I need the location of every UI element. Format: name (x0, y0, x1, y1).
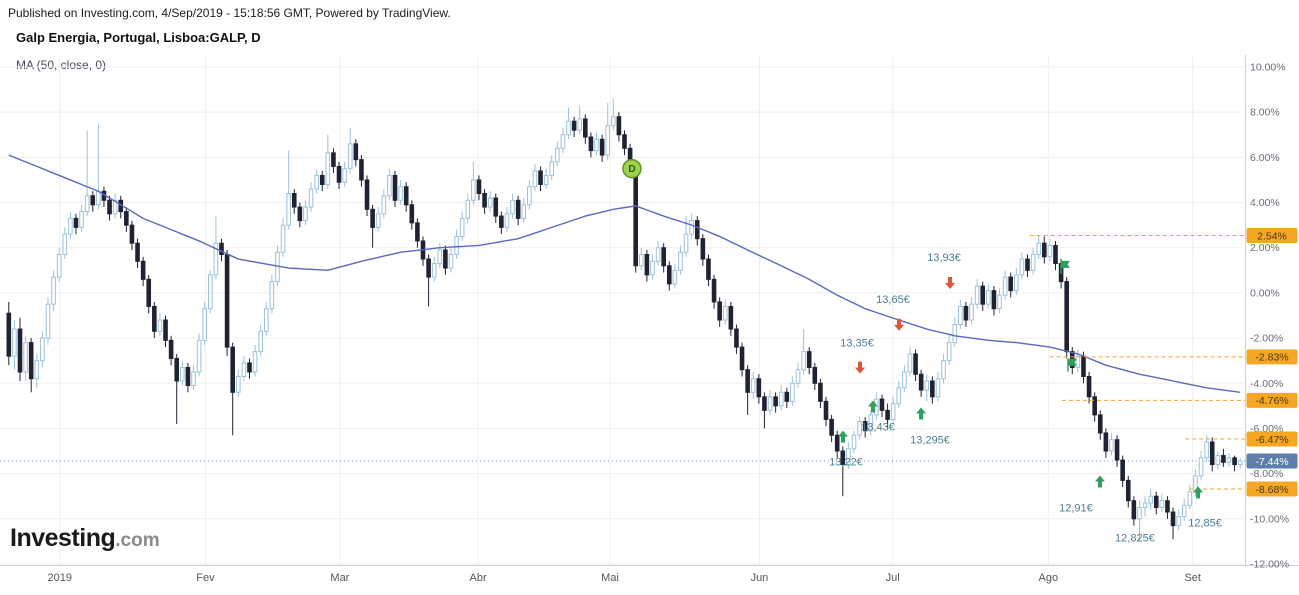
svg-text:4.00%: 4.00% (1250, 197, 1280, 209)
price-annotation: 12,825€ (1115, 532, 1155, 544)
axis-frame (0, 55, 1299, 566)
buy-arrow-icon (867, 400, 878, 413)
svg-text:Jul: Jul (886, 572, 900, 584)
svg-text:2019: 2019 (48, 572, 72, 584)
buy-arrow-icon (1193, 486, 1204, 499)
svg-text:2.54%: 2.54% (1257, 230, 1287, 242)
svg-text:2.00%: 2.00% (1250, 242, 1280, 254)
investing-logo: Investing.com (10, 524, 160, 553)
price-annotation: 13,65€ (876, 294, 910, 306)
sell-arrow-icon (945, 276, 956, 289)
price-annotation: 13,93€ (927, 252, 961, 264)
svg-text:8.00%: 8.00% (1250, 107, 1280, 119)
price-axis-labels: 10.00% 8.00% 6.00% 4.00% 2.00% 0.00% -2.00% -4.… (1250, 62, 1289, 571)
svg-text:-4.00%: -4.00% (1250, 378, 1283, 390)
published-line: Published on Investing.com, 4/Sep/2019 -… (8, 6, 451, 20)
buy-arrow-icon (837, 430, 848, 443)
flag-icon (1067, 358, 1077, 366)
svg-text:0.00%: 0.00% (1250, 287, 1280, 299)
svg-text:Mai: Mai (601, 572, 619, 584)
dividend-event-marker: D (622, 158, 642, 179)
ma-line (8, 154, 1241, 393)
symbol-title: Galp Energia, Portugal, Lisboa:GALP, D (16, 30, 261, 45)
time-axis-labels: 2019 Fev Mar Abr Mai Jun Jul Ago Set (48, 572, 1201, 584)
svg-text:-2.83%: -2.83% (1255, 352, 1288, 364)
svg-text:-4.76%: -4.76% (1255, 395, 1288, 407)
logo-primary-text: Investing (10, 524, 116, 552)
candlestick-series (6, 98, 1243, 542)
svg-text:-8.68%: -8.68% (1255, 484, 1288, 496)
trade-markers: 13,35€ 13,43€ 13,295€ 13,65€ 13,93€ 13,22€ 12,… (829, 252, 1222, 544)
price-annotation: 13,22€ (829, 457, 863, 469)
svg-text:Ago: Ago (1039, 572, 1059, 584)
svg-text:10.00%: 10.00% (1250, 62, 1286, 74)
svg-text:Mar: Mar (330, 572, 349, 584)
svg-text:-2.00%: -2.00% (1250, 333, 1283, 345)
ma-indicator-label: MA (50, close, 0) (16, 58, 107, 72)
svg-text:-7.44%: -7.44% (1255, 456, 1288, 468)
price-annotation: 12,85€ (1188, 517, 1222, 529)
svg-text:-6.47%: -6.47% (1255, 434, 1288, 446)
price-levels: 2.54% -2.83% -4.76% -6.47% -8.68% -7.44% (1029, 228, 1298, 497)
svg-text:Abr: Abr (470, 572, 487, 584)
price-annotation: 13,43€ (861, 422, 895, 434)
flag-icon (1060, 260, 1070, 268)
svg-text:-8.00%: -8.00% (1250, 468, 1283, 480)
svg-text:-12.00%: -12.00% (1250, 558, 1289, 570)
price-annotation: 13,295€ (910, 435, 950, 447)
svg-text:6.00%: 6.00% (1250, 152, 1280, 164)
svg-text:Jun: Jun (751, 572, 769, 584)
price-annotation: 13,35€ (840, 338, 874, 350)
sell-arrow-icon (894, 318, 905, 331)
logo-secondary-text: .com (115, 530, 160, 551)
price-annotation: 12,91€ (1059, 503, 1093, 515)
svg-text:Fev: Fev (196, 572, 215, 584)
svg-text:-10.00%: -10.00% (1250, 513, 1289, 525)
sell-arrow-icon (855, 361, 866, 374)
grid-lines (0, 55, 1243, 565)
svg-text:D: D (628, 164, 635, 175)
svg-text:Set: Set (1184, 572, 1201, 584)
buy-arrow-icon (1094, 475, 1105, 488)
buy-arrow-icon (916, 407, 927, 420)
